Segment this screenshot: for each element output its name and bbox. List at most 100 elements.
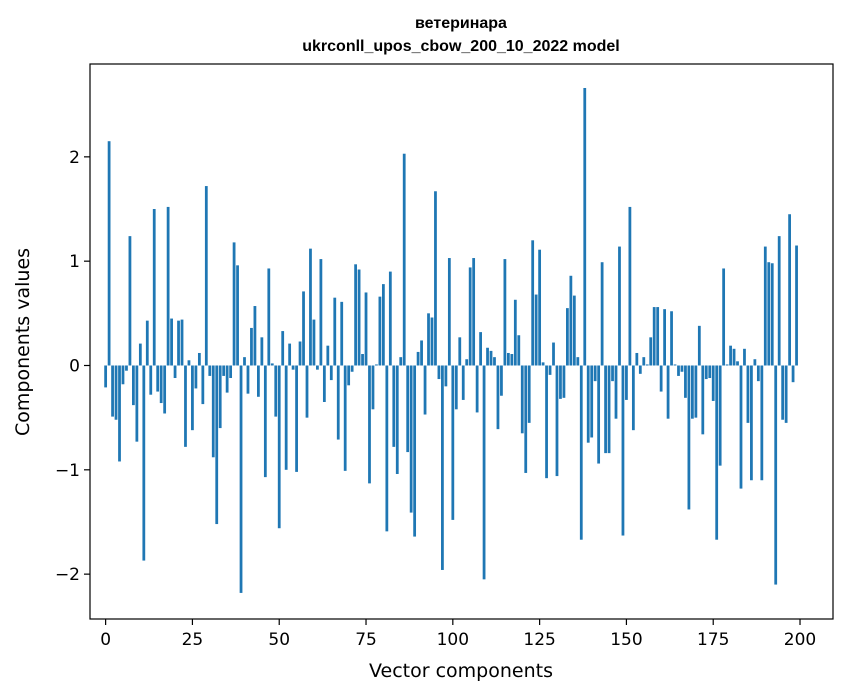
bar [663, 309, 666, 366]
bar [399, 357, 403, 366]
bar [295, 365, 298, 472]
x-tick-label: 175 [697, 630, 729, 650]
x-tick-label: 100 [437, 630, 469, 650]
bar [767, 262, 771, 366]
bar [257, 365, 260, 397]
bar [368, 365, 371, 484]
bar [378, 296, 382, 366]
bar [506, 352, 510, 366]
bar [104, 365, 108, 388]
bar [451, 365, 455, 520]
bar [736, 361, 739, 366]
bar [559, 365, 562, 399]
bar [708, 365, 712, 379]
bar [697, 325, 701, 366]
bar [392, 365, 396, 447]
bar [579, 365, 583, 540]
bar [656, 307, 660, 366]
y-tick-label: 0 [69, 356, 80, 376]
bar [236, 265, 239, 366]
bar [593, 365, 597, 382]
x-axis-ticks: 0 25 50 75 100 125 150 175 200 [100, 619, 816, 650]
bar [513, 299, 517, 366]
bar [291, 365, 295, 370]
bar [673, 364, 677, 366]
bar [500, 365, 503, 396]
bar [409, 365, 413, 513]
bar [361, 354, 364, 366]
bar [142, 365, 146, 561]
bar [795, 245, 798, 366]
bar [395, 365, 399, 474]
bar [302, 291, 305, 366]
bar [583, 87, 587, 366]
bar [545, 365, 548, 479]
bar [722, 268, 726, 366]
bar [253, 306, 257, 366]
bar [475, 365, 479, 413]
bar [684, 365, 687, 398]
x-tick-label: 75 [355, 630, 377, 650]
bar [472, 258, 476, 366]
y-axis-ticks: −2 −1 0 1 2 [55, 148, 90, 585]
bar [267, 268, 271, 366]
bar [354, 264, 357, 366]
bar [347, 365, 351, 386]
bar [701, 365, 705, 435]
bar [503, 259, 507, 366]
bar [520, 365, 524, 434]
bar [225, 365, 229, 393]
bar [229, 365, 233, 379]
bar [326, 345, 330, 366]
bar [566, 308, 569, 366]
bar [753, 359, 757, 366]
bar [725, 364, 729, 366]
bar [739, 365, 743, 489]
bar [486, 347, 489, 366]
bar [534, 294, 538, 366]
bar [711, 365, 715, 401]
bar [743, 348, 746, 366]
bar [635, 352, 639, 366]
bar [715, 365, 719, 540]
bar [437, 365, 441, 380]
bar [163, 365, 167, 414]
bar [121, 365, 125, 385]
bar [125, 365, 128, 371]
bar [132, 365, 135, 406]
bar [430, 317, 434, 366]
bar [597, 365, 601, 464]
bar [468, 267, 472, 366]
bar [517, 335, 521, 366]
bar [385, 365, 389, 532]
bar [340, 301, 344, 366]
chart-subtitle: ukrconll_upos_cbow_200_10_2022 model [302, 38, 619, 55]
bar [458, 337, 462, 366]
bar [319, 259, 323, 366]
bar [788, 214, 791, 366]
bar [107, 141, 111, 366]
bar [704, 365, 708, 380]
bar [607, 365, 611, 454]
bar [777, 236, 781, 366]
x-tick-label: 150 [610, 630, 642, 650]
bar [552, 342, 555, 366]
bar [191, 365, 194, 431]
bar [152, 209, 156, 366]
bar [312, 319, 316, 366]
x-tick-label: 25 [182, 630, 204, 650]
bar [642, 357, 646, 366]
bar [135, 365, 139, 442]
bar [781, 365, 785, 420]
bar [670, 311, 673, 366]
bar [316, 365, 319, 370]
bar [260, 337, 264, 366]
bar [645, 364, 649, 366]
bar [493, 357, 496, 366]
bar [538, 249, 542, 366]
bar [541, 362, 545, 366]
bar [649, 337, 653, 366]
bar [628, 206, 632, 366]
bar [423, 365, 427, 415]
bar [666, 365, 670, 419]
